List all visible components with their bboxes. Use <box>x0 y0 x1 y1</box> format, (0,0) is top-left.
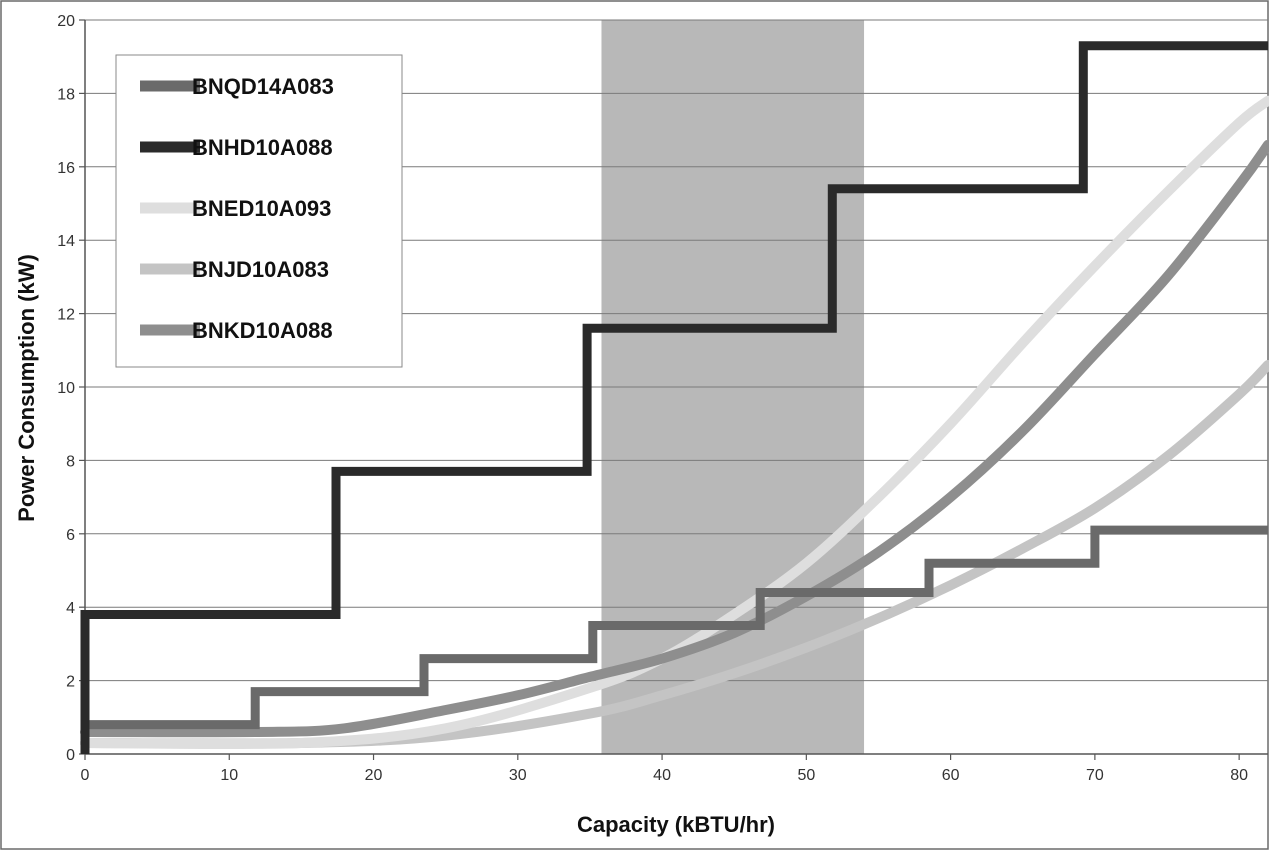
y-tick-label: 6 <box>66 527 75 544</box>
y-tick-label: 16 <box>57 160 75 177</box>
series-line-bnhd10a088 <box>80 41 1268 754</box>
x-tick-label: 80 <box>1230 767 1248 784</box>
y-tick-label: 12 <box>57 307 75 324</box>
x-tick-label: 50 <box>797 767 815 784</box>
y-axis-title: Power Consumption (kW) <box>14 254 39 522</box>
y-tick-label: 14 <box>57 233 75 250</box>
x-tick-label: 60 <box>942 767 960 784</box>
x-tick-label: 70 <box>1086 767 1104 784</box>
y-tick-label: 4 <box>66 600 75 617</box>
y-tick-label: 20 <box>57 13 75 30</box>
y-tick-label: 0 <box>66 747 75 764</box>
x-axis-title: Capacity (kBTU/hr) <box>577 812 775 837</box>
legend-label: BNJD10A083 <box>192 257 329 282</box>
y-tick-label: 2 <box>66 674 75 691</box>
y-tick-label: 18 <box>57 86 75 103</box>
tick-labels: 0 10 20 30 40 50 60 70 80 0 2 4 6 8 10 12 14 16 18 20 <box>57 13 1248 784</box>
x-tick-label: 10 <box>220 767 238 784</box>
series-layer <box>80 41 1269 754</box>
series-line-bnkd10a088 <box>80 139 1269 738</box>
y-tick-label: 10 <box>57 380 75 397</box>
series-line-bnqd14a083 <box>85 525 1268 730</box>
x-tick-label: 30 <box>509 767 527 784</box>
legend-label: BNQD14A083 <box>192 74 334 99</box>
series-line-bned10a093 <box>80 95 1269 750</box>
legend-label: BNKD10A088 <box>192 318 333 343</box>
x-tick-label: 20 <box>365 767 383 784</box>
x-tick-label: 40 <box>653 767 671 784</box>
legend-items: BNQD14A083 BNHD10A088 BNED10A093 BNJD10A083… <box>140 74 334 343</box>
legend: BNQD14A083 BNHD10A088 BNED10A093 BNJD10A083… <box>115 54 403 368</box>
legend-label: BNED10A093 <box>192 196 331 221</box>
y-tick-label: 8 <box>66 453 75 470</box>
x-tick-label: 0 <box>81 767 90 784</box>
legend-label: BNHD10A088 <box>192 135 333 160</box>
